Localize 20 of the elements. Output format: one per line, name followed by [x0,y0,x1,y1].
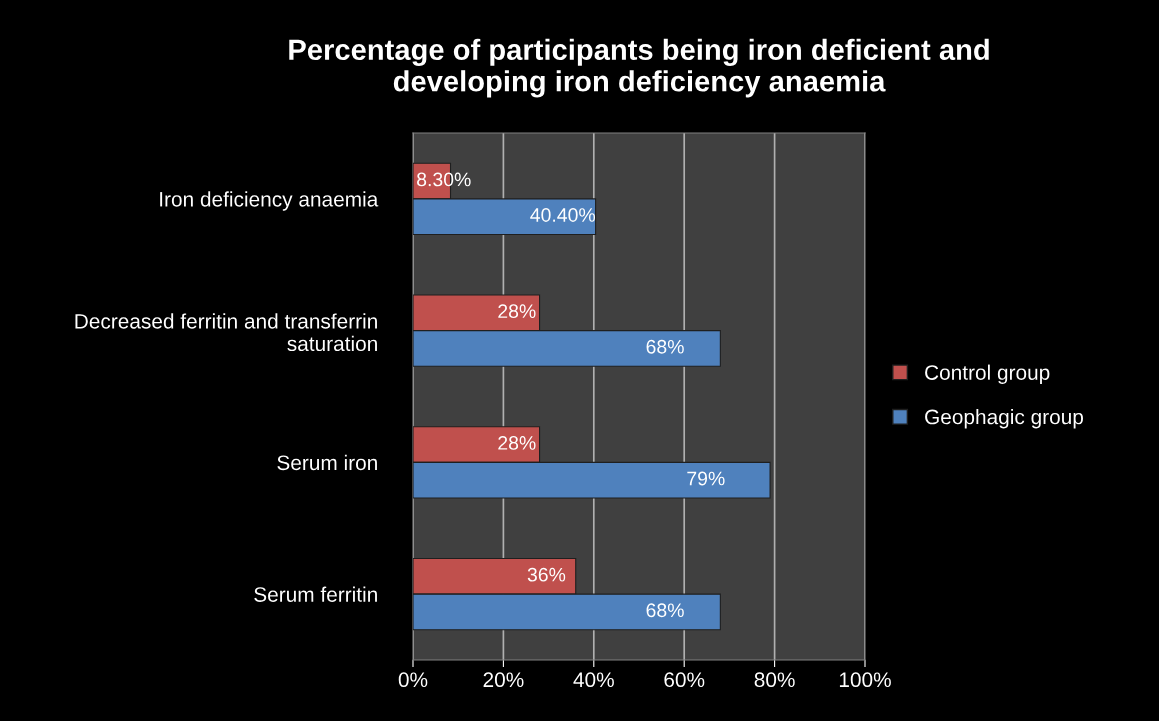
data-label: 79% [687,471,725,486]
data-label: 68% [646,339,684,354]
x-tick-label: 60% [664,672,705,688]
chart-title: Percentage of participants being iron deficient and developing iron deficiency anaemia [289,38,989,98]
data-label: 40.40% [530,208,596,222]
legend-label: Control group [925,364,1050,384]
legend-label: Geophagic group [925,409,1084,429]
x-tick-label: 0% [398,672,428,688]
x-tick-label: 40% [573,672,614,688]
x-tick-label: 80% [754,672,795,688]
y-tick-label: Iron deficiency anaemia [160,191,379,211]
y-tick-label: Serum ferritin [254,586,377,602]
y-tick-label: Serum iron [277,454,377,471]
data-label: 28% [498,436,536,450]
x-tick-label: 20% [483,672,524,688]
data-label: 36% [527,567,566,582]
y-tick-label: Decreased ferritin and transferrin saturation [75,313,377,352]
data-label: 28% [498,304,536,319]
data-label: 68% [646,603,684,618]
x-tick-label: 100% [839,672,891,688]
